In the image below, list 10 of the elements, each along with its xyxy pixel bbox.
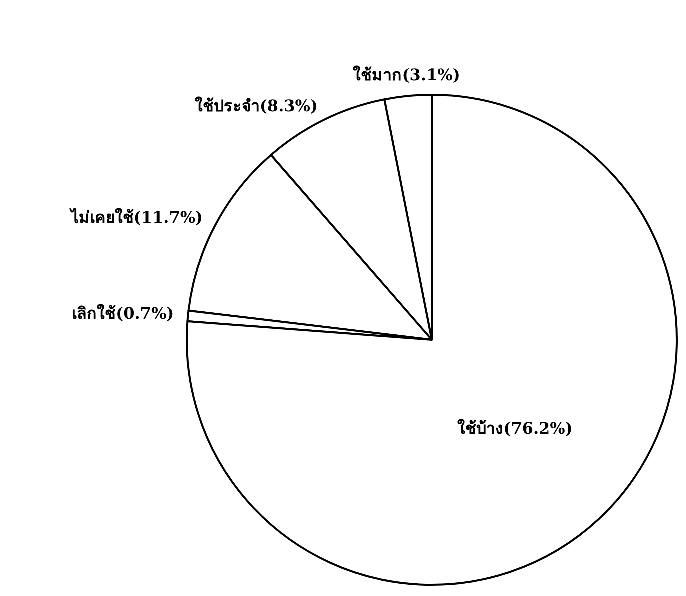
data-label: (76.2%) [504,418,573,438]
data-label: (3.1%) [402,65,460,84]
data-label: (8.3%) [260,96,318,116]
data-label: (0.7%) [116,304,174,323]
slice-label: ใช้ประจำ [194,96,260,116]
slice-label: ไม่เคยใช้ [68,208,134,227]
slice-label: ใช้บ้าง [458,418,504,438]
slice-label: เลิกใช้ [72,304,116,323]
data-label: (11.7%) [134,208,204,227]
slice-label: ใช้มาก [353,65,402,84]
